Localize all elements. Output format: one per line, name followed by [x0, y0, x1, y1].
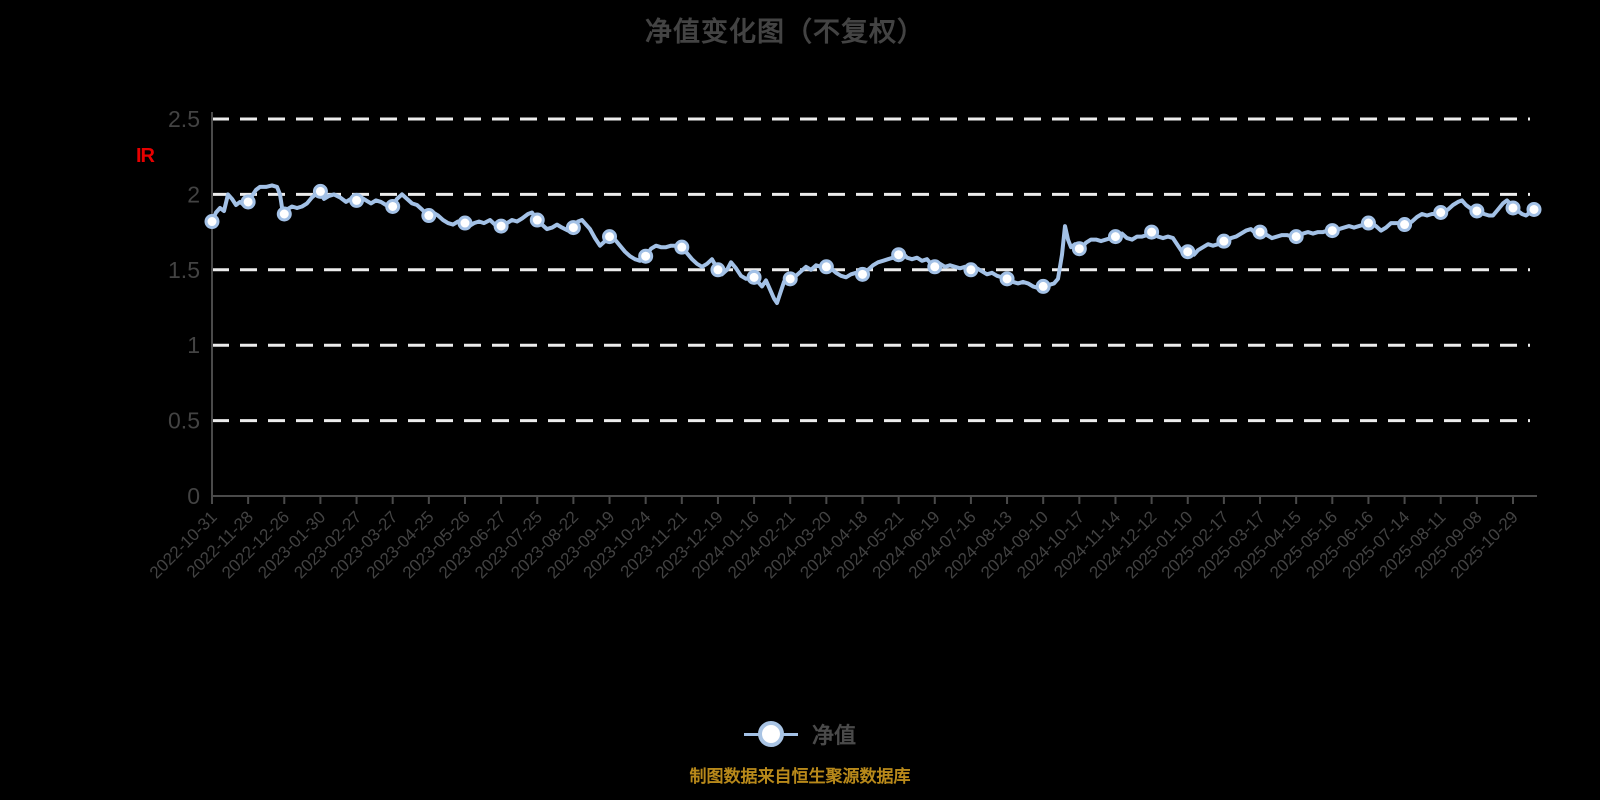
data-source-footnote: 制图数据来自恒生聚源数据库	[689, 767, 911, 786]
y-tick-label: 0.5	[168, 408, 200, 434]
data-point-marker	[746, 269, 762, 285]
y-tick-label: 1.5	[168, 257, 200, 283]
data-point-marker	[1469, 203, 1485, 219]
data-point-marker	[1324, 223, 1340, 239]
data-point-marker	[1433, 204, 1449, 220]
y-tick-label: 0	[187, 483, 200, 509]
data-point-marker	[1071, 241, 1087, 257]
y-tick-label: 2	[187, 181, 200, 207]
data-point-marker	[204, 214, 220, 230]
data-point-marker	[1526, 201, 1542, 217]
legend-dot-icon	[757, 721, 784, 747]
data-point-marker	[1035, 278, 1051, 294]
data-point-marker	[1288, 229, 1304, 245]
data-point-marker	[927, 259, 943, 275]
legend: 净值	[0, 718, 1600, 750]
data-point-marker	[855, 266, 870, 282]
chart-title: 净值变化图（不复权）	[645, 17, 925, 47]
data-point-marker	[1107, 229, 1123, 245]
data-point-marker	[1180, 244, 1196, 260]
data-point-marker	[493, 218, 509, 234]
y-tick-label: 2.5	[168, 106, 200, 132]
data-point-marker	[385, 198, 401, 214]
y-tick-label: 1	[187, 332, 200, 358]
data-point-marker	[1252, 224, 1268, 240]
data-point-marker	[674, 239, 690, 255]
data-point-marker	[818, 259, 834, 275]
data-point-marker	[1144, 224, 1160, 240]
axis-unit-annotation: IR	[136, 145, 155, 167]
data-point-marker	[602, 229, 618, 245]
data-point-marker	[710, 262, 726, 278]
data-point-marker	[349, 192, 365, 208]
data-point-marker	[999, 271, 1015, 287]
data-point-marker	[638, 248, 654, 264]
data-point-marker	[891, 247, 907, 263]
legend-label: 净值	[811, 723, 856, 748]
data-point-marker	[457, 215, 473, 231]
data-point-marker	[240, 194, 256, 210]
data-point-marker	[421, 208, 437, 224]
data-point-marker	[565, 220, 581, 236]
data-point-marker	[1360, 215, 1376, 231]
data-point-marker	[312, 183, 328, 199]
data-point-marker	[782, 271, 798, 287]
data-point-marker	[1397, 217, 1413, 233]
legend-line-dot-icon	[743, 721, 798, 747]
data-point-marker	[276, 206, 292, 222]
data-point-marker	[963, 262, 979, 278]
data-point-marker	[1216, 233, 1232, 249]
data-point-marker	[1505, 200, 1521, 216]
netvalue-line-chart: 00.511.522.52022-10-312022-11-282022-12-…	[146, 106, 1542, 582]
data-point-marker	[529, 212, 545, 228]
netvalue-line	[210, 183, 1540, 305]
